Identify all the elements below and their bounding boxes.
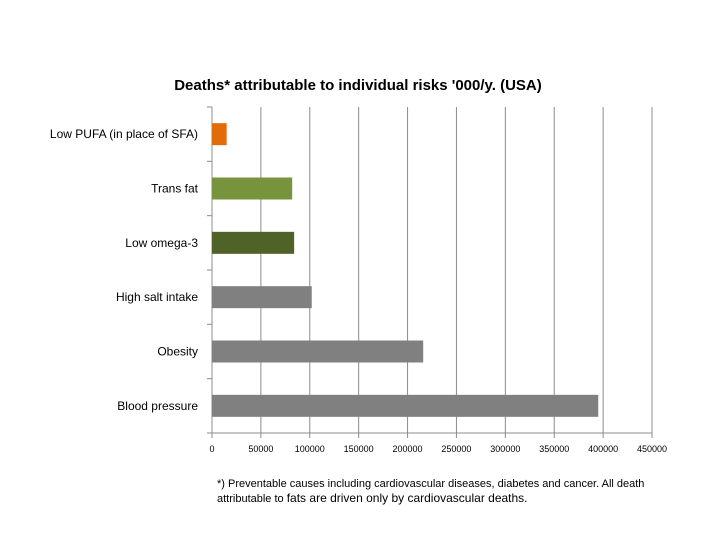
bar [212, 123, 227, 146]
footnote-line-2: attributable to fats are driven only by … [217, 491, 657, 506]
bar [212, 231, 295, 254]
category-label: Trans fat [151, 182, 199, 196]
axes [207, 106, 653, 438]
footnote: *) Preventable causes including cardiova… [217, 477, 657, 506]
x-tick-label: 250000 [441, 444, 471, 454]
chart-title: Deaths* attributable to individual risks… [174, 77, 542, 94]
bar [212, 394, 599, 417]
bar [212, 340, 424, 363]
x-tick-labels: 0 50000 100000 150000 200000 250000 300000 3500… [209, 444, 667, 454]
x-tick-label: 300000 [490, 444, 520, 454]
gridlines [260, 107, 653, 433]
footnote-line-1: *) Preventable causes including cardiova… [217, 478, 645, 490]
category-labels: Low PUFA (in place of SFA) Trans fat Low o… [50, 127, 199, 413]
category-label: High salt intake [116, 290, 198, 304]
x-tick-label: 50000 [248, 444, 273, 454]
category-label: Blood pressure [117, 399, 198, 413]
category-label: Low omega-3 [125, 236, 198, 250]
x-tick-label: 350000 [539, 444, 569, 454]
bar [212, 286, 312, 309]
x-tick-label: 450000 [637, 444, 667, 454]
x-tick-label: 400000 [588, 444, 618, 454]
x-tick-label: 0 [209, 444, 214, 454]
category-label: Low PUFA (in place of SFA) [50, 127, 198, 141]
x-tick-label: 200000 [393, 444, 423, 454]
bar [212, 177, 293, 200]
category-label: Obesity [157, 345, 198, 359]
x-tick-label: 150000 [344, 444, 374, 454]
footnote-line-2-prefix: attributable to [217, 493, 287, 505]
x-tick-label: 100000 [295, 444, 325, 454]
bars [212, 123, 599, 417]
footnote-line-2-rest: fats are driven only by cardiovascular d… [286, 491, 528, 505]
